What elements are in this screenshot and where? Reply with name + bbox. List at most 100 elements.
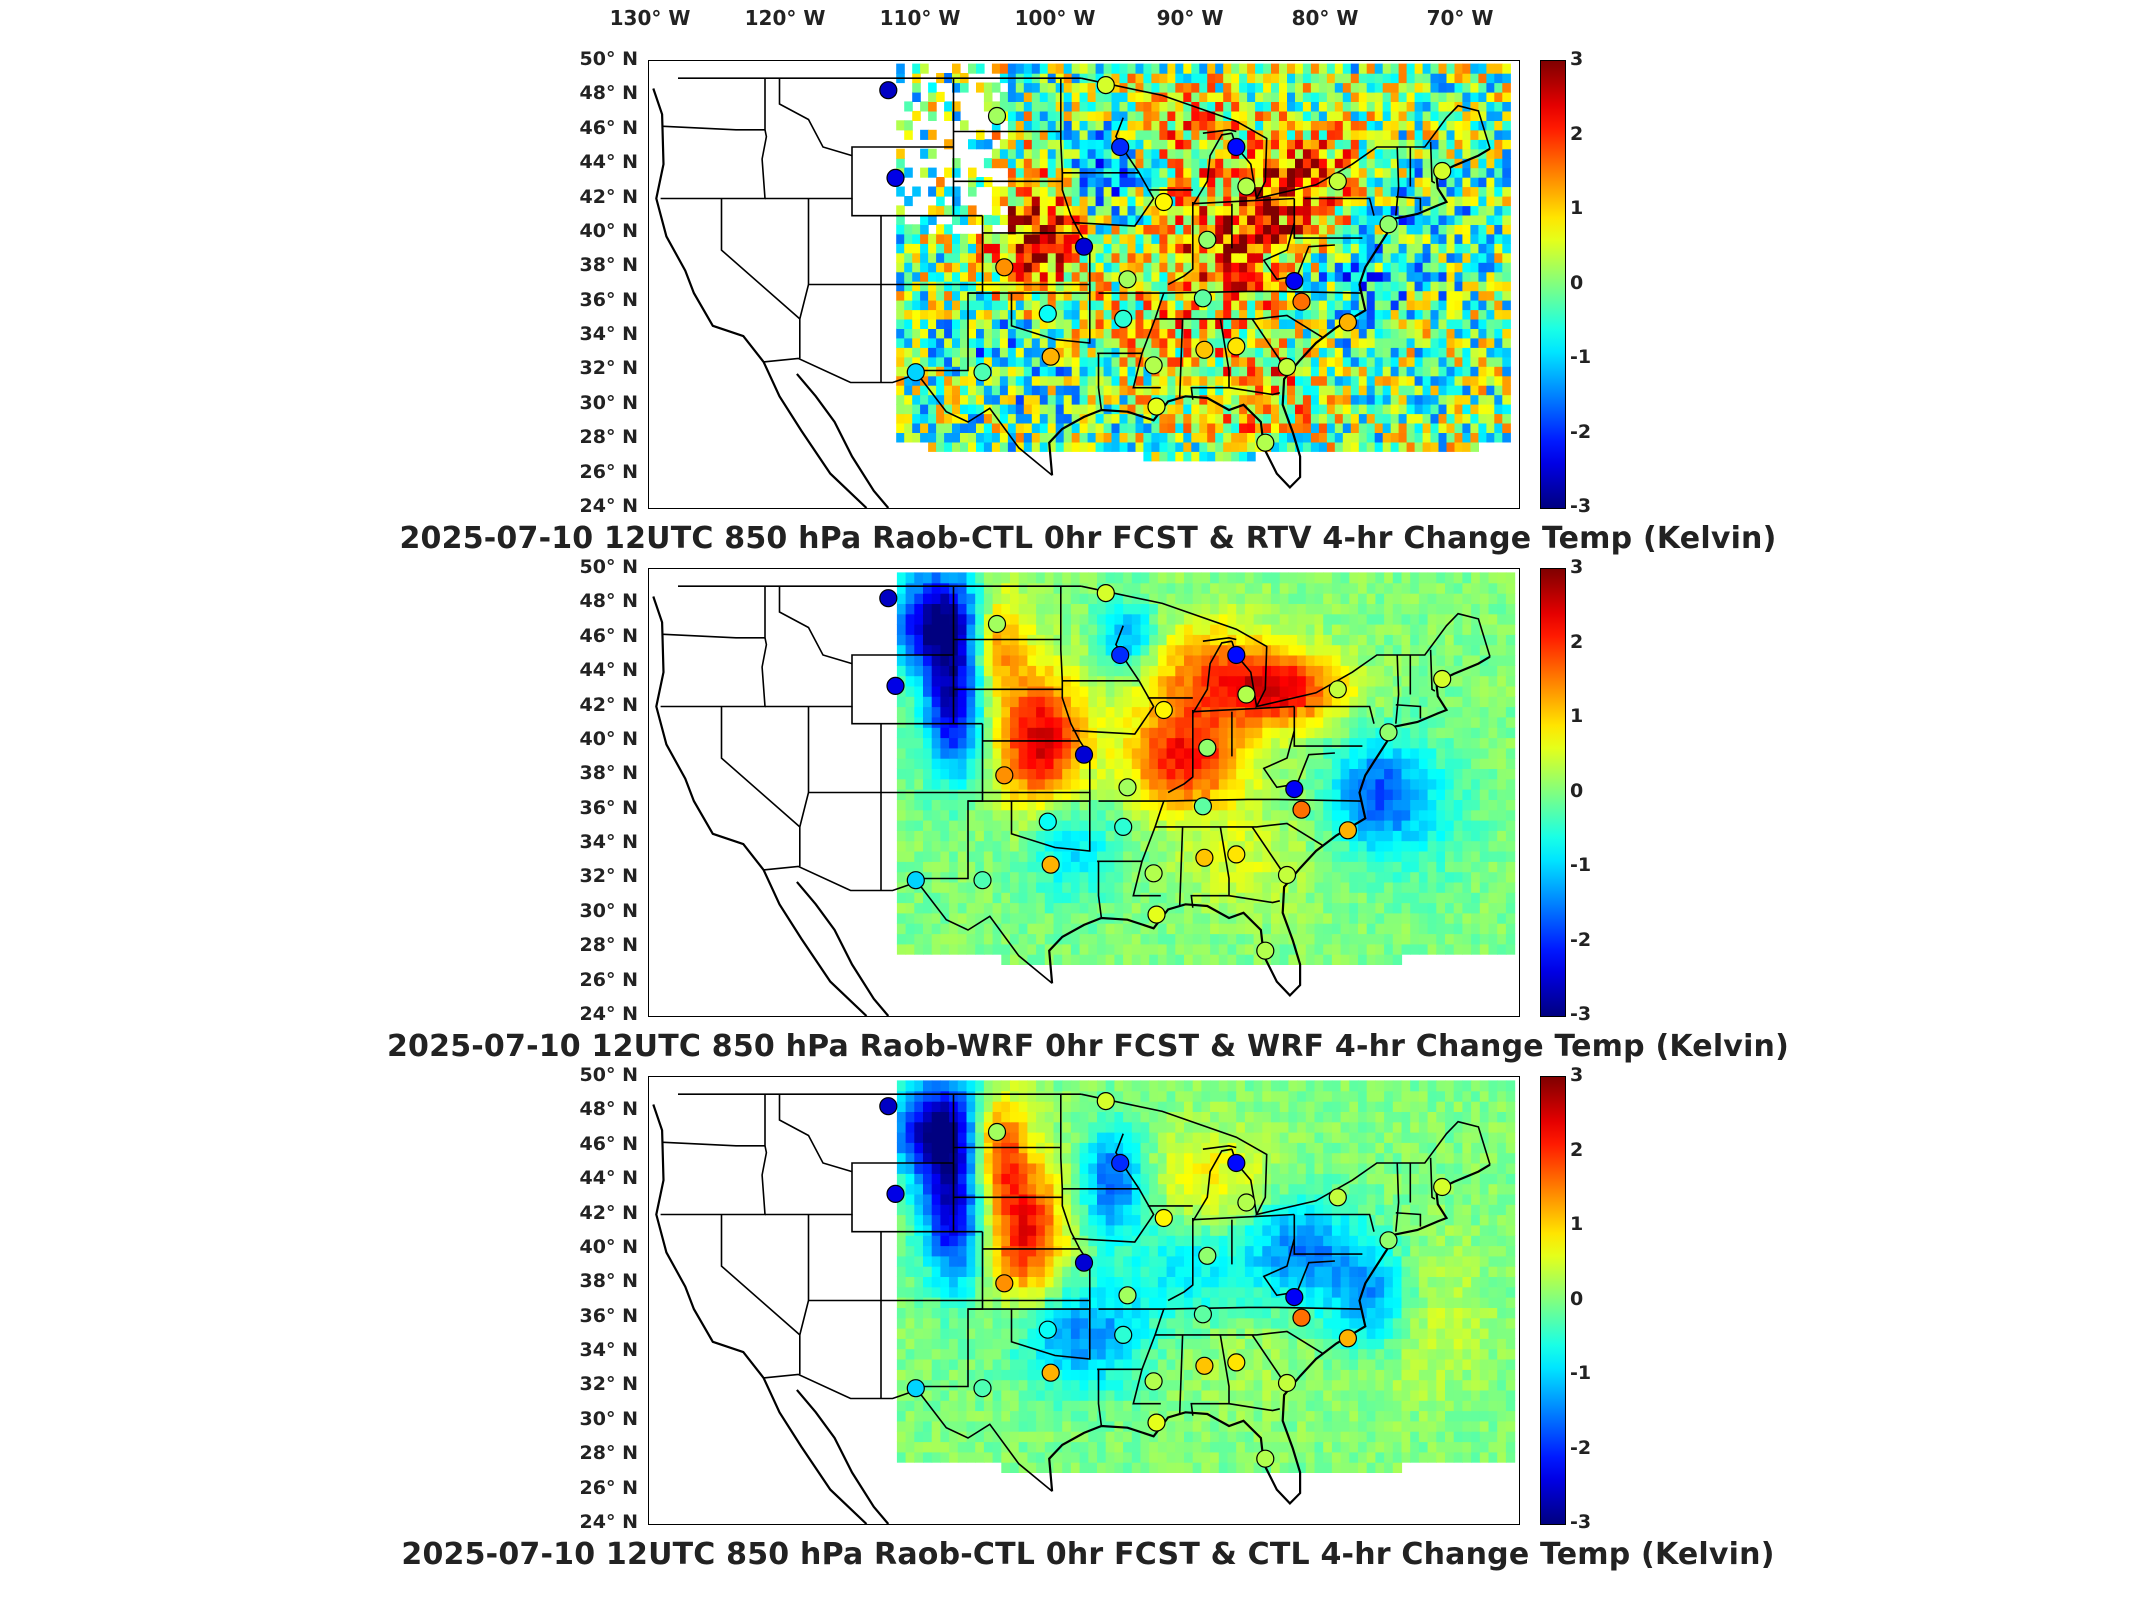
field-cell xyxy=(1071,129,1081,140)
field-cell xyxy=(1295,441,1304,452)
field-cell xyxy=(1342,186,1352,197)
field-cell xyxy=(1143,290,1152,301)
field-cell xyxy=(1453,758,1463,769)
field-cell xyxy=(1342,101,1352,112)
field-cell xyxy=(1244,727,1255,739)
field-cell xyxy=(1223,413,1232,424)
field-cell xyxy=(1366,441,1376,452)
field-cell xyxy=(920,224,929,235)
field-cell xyxy=(1331,943,1342,955)
field-cell xyxy=(1488,706,1498,718)
field-cell xyxy=(1410,778,1420,790)
field-cell xyxy=(1446,318,1456,329)
field-cell xyxy=(1502,318,1511,329)
field-cell xyxy=(936,441,945,452)
field-cell xyxy=(1446,158,1456,169)
field-cell xyxy=(896,943,907,955)
field-cell xyxy=(1375,923,1385,935)
field-cell xyxy=(1088,809,1098,821)
field-cell xyxy=(1326,290,1336,301)
field-cell xyxy=(975,799,985,811)
field-cell xyxy=(1430,139,1440,150)
field-cell xyxy=(1462,366,1471,377)
field-cell xyxy=(1462,356,1471,367)
field-cell xyxy=(1087,177,1097,188)
field-cell xyxy=(1071,82,1081,93)
field-cell xyxy=(1263,290,1272,301)
field-cell xyxy=(1470,413,1479,424)
field-cell xyxy=(1207,432,1216,443)
field-cell xyxy=(1159,120,1168,131)
field-cell xyxy=(1271,290,1280,301)
field-cell xyxy=(1287,63,1296,74)
field-cell xyxy=(1079,328,1089,339)
field-cell xyxy=(1095,328,1105,339)
field-cell xyxy=(1036,923,1046,935)
field-cell xyxy=(1149,768,1159,780)
field-cell xyxy=(1023,186,1033,197)
field-cell xyxy=(1135,196,1145,207)
field-cell xyxy=(1334,120,1344,131)
field-cell xyxy=(1505,871,1516,883)
field-cell xyxy=(923,820,933,831)
field-cell xyxy=(1047,139,1057,150)
field-cell xyxy=(1295,101,1304,112)
field-cell xyxy=(1175,923,1185,935)
field-cell xyxy=(1070,902,1081,914)
field-cell xyxy=(992,706,1002,718)
field-cell xyxy=(1119,101,1129,112)
field-cell xyxy=(1358,696,1368,708)
field-cell xyxy=(1244,716,1255,728)
field-cell xyxy=(1184,799,1194,811)
field-cell xyxy=(1143,309,1152,320)
field-cell xyxy=(952,337,961,348)
field-cell xyxy=(1055,290,1065,301)
field-cell xyxy=(912,347,921,358)
field-cell xyxy=(976,63,985,74)
field-cell xyxy=(1053,809,1063,821)
field-cell xyxy=(1302,139,1312,150)
field-cell xyxy=(1358,422,1368,433)
field-cell xyxy=(1119,214,1129,225)
field-cell xyxy=(896,271,905,282)
field-cell xyxy=(960,422,969,433)
field-cell xyxy=(1070,758,1081,769)
field-cell xyxy=(1494,252,1503,263)
field-cell xyxy=(1207,337,1216,348)
field-cell xyxy=(1053,851,1063,862)
field-cell xyxy=(1374,82,1384,93)
field-cell xyxy=(1183,375,1192,386)
field-cell xyxy=(1157,892,1168,904)
field-cell xyxy=(1123,871,1133,883)
field-cell xyxy=(1414,422,1424,433)
field-cell xyxy=(1027,861,1037,873)
field-cell xyxy=(1406,281,1416,292)
field-cell xyxy=(1207,120,1216,131)
field-cell xyxy=(1436,799,1446,811)
field-cell xyxy=(1079,789,1089,800)
field-cell xyxy=(1340,778,1350,790)
field-cell xyxy=(1236,706,1246,718)
field-cell xyxy=(914,830,924,842)
field-cell xyxy=(1305,747,1316,759)
field-cell xyxy=(1406,243,1416,254)
field-cell xyxy=(1323,737,1333,749)
field-cell xyxy=(1063,394,1073,405)
field-cell xyxy=(1271,167,1280,178)
field-cell xyxy=(1422,413,1432,424)
field-cell xyxy=(1502,404,1511,415)
field-cell xyxy=(1414,300,1424,311)
field-cell xyxy=(1135,177,1145,188)
field-cell xyxy=(1350,375,1360,386)
field-cell xyxy=(1502,167,1511,178)
field-cell xyxy=(1310,120,1320,131)
field-cell xyxy=(1502,271,1511,282)
field-cell xyxy=(1453,923,1463,935)
field-cell xyxy=(1318,73,1328,84)
field-cell xyxy=(1478,186,1487,197)
field-cell xyxy=(1454,394,1464,405)
field-cell xyxy=(1119,366,1129,377)
field-cell xyxy=(992,737,1002,749)
field-cell xyxy=(1055,375,1065,386)
field-cell xyxy=(1406,422,1416,433)
